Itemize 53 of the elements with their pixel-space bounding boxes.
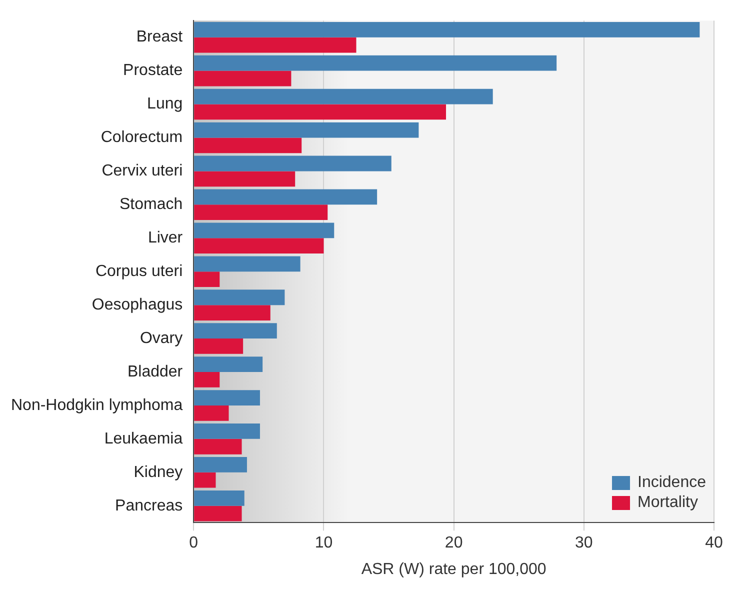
y-tick-label: Pancreas [115,497,183,514]
y-tick-label: Colorectum [100,129,183,146]
x-axis-title: ASR (W) rate per 100,000 [361,560,546,578]
bar [194,138,302,154]
legend-label: Incidence [638,473,706,493]
y-tick-label: Kidney [134,464,183,481]
y-tick-label: Breast [136,28,184,46]
y-tick-label: Lung [147,96,183,113]
bar [194,22,700,38]
bar [194,171,296,187]
y-tick-label: Corpus uteri [95,263,183,280]
bar [194,390,260,406]
bar [194,506,242,522]
bar [194,424,260,439]
bar [194,290,285,306]
bar [194,472,216,488]
bar [194,490,244,506]
bar [194,438,242,454]
bar [194,55,557,71]
x-tick-label: 40 [705,534,723,552]
bar [194,305,270,320]
y-tick-label: Stomach [119,196,183,214]
bar [194,122,419,138]
bar [194,70,292,86]
bar [194,338,244,354]
bar [194,222,334,238]
bar [194,272,220,287]
y-tick-label: Non-Hodgkin lymphoma [10,396,183,414]
legend-label: Mortality [638,493,698,513]
y-tick-label: Cervix uteri [102,162,183,180]
bar [194,104,446,120]
bar [194,323,277,339]
bar [194,156,392,172]
x-tick-label: 20 [444,534,463,552]
bar [194,372,220,388]
bar [194,405,229,421]
y-tick-label: Bladder [127,363,184,380]
x-tick-label: 10 [314,534,333,552]
bar [194,256,300,272]
y-tick-label: Prostate [123,62,183,80]
y-tick-label: Ovary [140,330,183,347]
bar [194,204,328,220]
y-tick-label: Liver [148,230,184,247]
y-tick-label: Oesophagus [92,296,183,314]
bar [194,37,356,53]
y-tick-label: Leukaemia [104,430,183,448]
x-tick-label: 0 [189,534,198,552]
x-tick-label: 30 [575,534,593,552]
bar [194,189,378,205]
bar [194,88,493,104]
bar [194,356,263,372]
bar [194,238,324,254]
bar [194,457,247,472]
